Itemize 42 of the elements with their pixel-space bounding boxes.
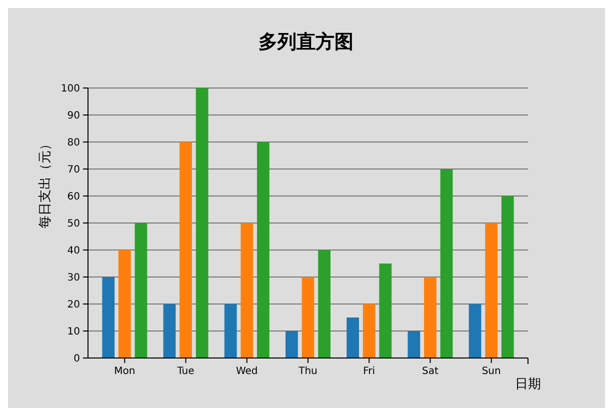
bar bbox=[362, 304, 376, 358]
y-tick-label: 0 bbox=[74, 354, 80, 364]
y-tick-label: 70 bbox=[67, 164, 80, 176]
bar bbox=[424, 277, 436, 358]
bar bbox=[256, 142, 270, 358]
bar bbox=[134, 223, 148, 358]
y-tick-label: 30 bbox=[67, 272, 80, 284]
bar bbox=[501, 196, 514, 358]
bar bbox=[196, 88, 208, 358]
bar bbox=[485, 223, 498, 358]
bar bbox=[318, 250, 330, 358]
x-tick-label: Sun bbox=[482, 366, 501, 377]
bar bbox=[180, 142, 192, 358]
bar bbox=[286, 331, 298, 358]
bar bbox=[408, 331, 420, 358]
y-tick-label: 40 bbox=[67, 246, 80, 256]
x-tick-label: Fri bbox=[363, 366, 376, 377]
bar bbox=[118, 250, 131, 358]
x-tick-label: Mon bbox=[114, 366, 136, 377]
bar bbox=[102, 277, 115, 358]
y-axis-title: 每日支出（元） bbox=[38, 138, 53, 228]
bar bbox=[379, 264, 392, 358]
y-tick-label: 80 bbox=[67, 138, 80, 148]
chart-title: 多列直方图 bbox=[258, 31, 354, 53]
x-tick-label: Thu bbox=[298, 366, 318, 377]
bar bbox=[163, 304, 176, 358]
bar bbox=[440, 169, 453, 358]
y-tick-label: 100 bbox=[60, 84, 80, 94]
bar bbox=[346, 318, 360, 358]
x-axis-title: 日期 bbox=[515, 377, 541, 392]
bar bbox=[302, 277, 314, 358]
bar bbox=[224, 304, 237, 358]
x-tick-label: Wed bbox=[236, 366, 258, 377]
y-tick-label: 60 bbox=[67, 192, 80, 202]
x-tick-label: Tue bbox=[176, 366, 194, 377]
y-tick-label: 20 bbox=[67, 300, 80, 310]
x-tick-label: Sat bbox=[422, 366, 438, 377]
bar bbox=[240, 223, 254, 358]
y-tick-label: 90 bbox=[67, 110, 80, 122]
y-tick-label: 10 bbox=[67, 326, 80, 338]
bar bbox=[468, 304, 482, 358]
y-tick-label: 50 bbox=[67, 218, 80, 230]
